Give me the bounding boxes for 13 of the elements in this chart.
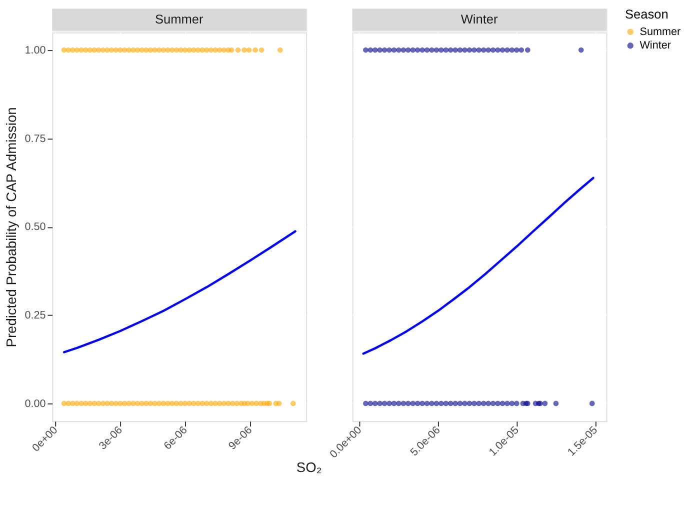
chart-title: Summer (154, 12, 204, 26)
chart-title: Winter (460, 12, 499, 26)
legend-label: Winter (640, 40, 672, 52)
y-tick-label: 1.00 (24, 44, 46, 56)
legend-label: Summer (640, 26, 681, 38)
y-tick-label: 0.00 (24, 398, 46, 410)
line-series (62, 230, 296, 354)
y-axis-title: Predicted Probability of CAP Admission (4, 107, 20, 348)
y-tick-label: 0.75 (24, 132, 46, 145)
y-tick-label: 0.50 (24, 221, 46, 234)
x-axis-title: SO₂ (296, 460, 322, 476)
y-tick-label: 0.25 (24, 310, 46, 322)
legend-title: Season (624, 6, 668, 22)
